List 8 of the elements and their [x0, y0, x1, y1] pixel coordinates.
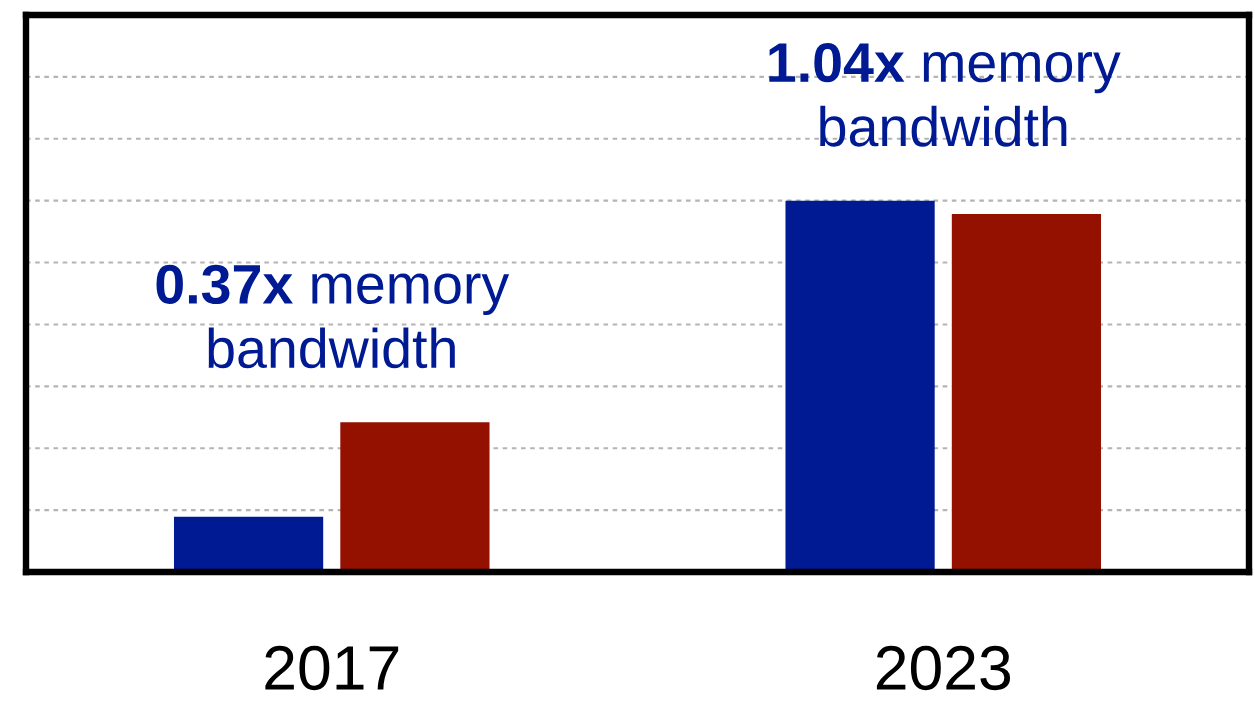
x-tick-label: 2023 — [876, 645, 1011, 691]
text: 1.04x memory bandwidth — [769, 43, 1121, 147]
bar — [951, 214, 1102, 572]
bar — [785, 200, 935, 572]
x-tick-label: 2017 — [265, 645, 399, 691]
bar — [340, 422, 490, 572]
bar — [173, 516, 324, 572]
annotation: 0.37x memory bandwidth — [156, 264, 510, 369]
